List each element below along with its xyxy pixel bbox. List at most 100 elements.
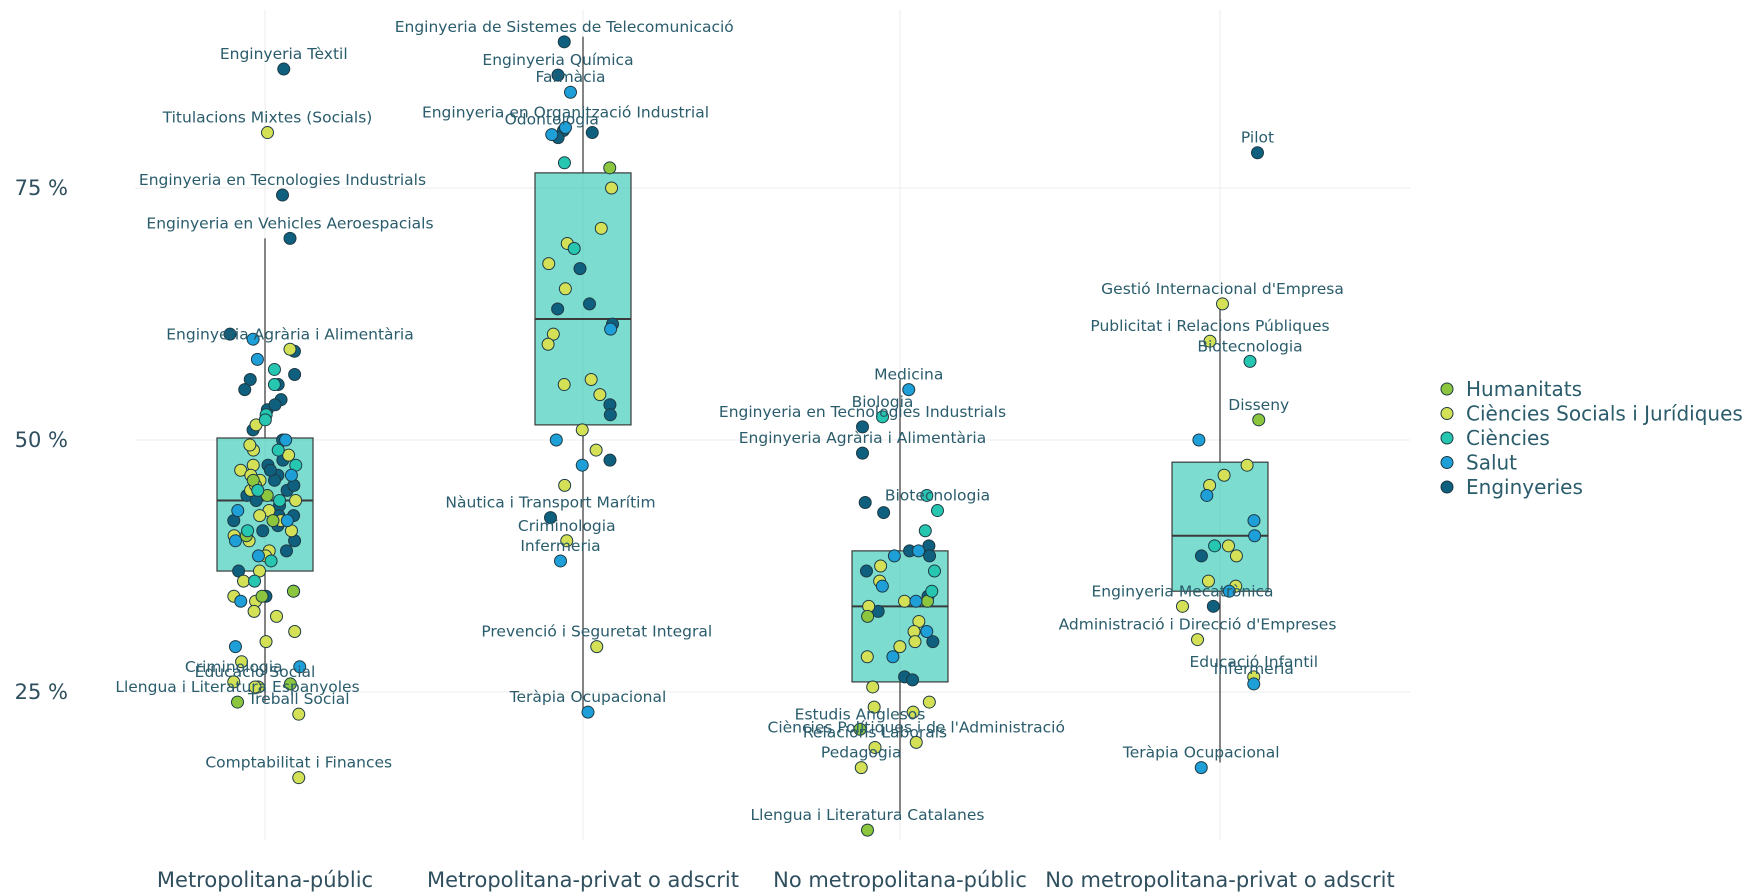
data-point (542, 257, 556, 271)
data-point (266, 514, 280, 528)
x-category-label: Metropolitana-privat o adscrit (427, 868, 739, 892)
data-point (234, 594, 248, 608)
data-point (575, 423, 589, 437)
point-label: Llengua i Literatura Catalanes (751, 806, 985, 824)
annotated-point (261, 126, 274, 140)
data-point (234, 463, 248, 477)
legend-label: Salut (1466, 451, 1517, 475)
data-point (859, 564, 873, 578)
data-point (238, 383, 252, 397)
point-label: Pilot (1241, 129, 1274, 147)
data-point (909, 594, 923, 608)
annotated-point (283, 231, 297, 245)
data-point (603, 408, 617, 422)
data-point (594, 221, 608, 235)
legend-label: Ciències (1466, 426, 1550, 450)
point-label: Titulacions Mixtes (Socials) (162, 109, 373, 127)
annotated-point (876, 410, 889, 424)
data-point (546, 327, 560, 341)
data-point (284, 468, 298, 482)
data-point (589, 443, 603, 457)
data-point (235, 655, 249, 669)
legend-swatch (1440, 431, 1454, 445)
point-label: Enginyeria Química (482, 51, 633, 69)
data-point (551, 302, 565, 316)
data-point (567, 241, 581, 255)
data-point (886, 650, 900, 664)
legend-label: Humanitats (1466, 377, 1582, 401)
legend-swatch (1440, 407, 1454, 420)
data-point (288, 625, 302, 639)
data-point (860, 650, 874, 664)
x-category-label: No metropolitana-públic (773, 868, 1027, 892)
data-point (583, 297, 597, 311)
annotated-point (283, 342, 297, 356)
data-point (267, 362, 281, 376)
data-point (273, 493, 287, 507)
data-point (573, 262, 587, 276)
data-point (1248, 529, 1262, 543)
data-point (253, 509, 267, 523)
data-point (922, 695, 936, 709)
annotated-point (868, 740, 882, 754)
data-point (861, 609, 875, 623)
legend-label: Enginyeries (1466, 475, 1583, 499)
annotated-point (1194, 761, 1208, 775)
annotated-point (551, 68, 565, 82)
point-label: Biotecnologia (1197, 337, 1302, 355)
data-point (1240, 458, 1254, 472)
data-point (1208, 539, 1222, 553)
annotated-point (1216, 297, 1229, 311)
grid-layer (135, 10, 1410, 840)
point-label: Enginyeria Mecatrònica (1091, 582, 1273, 600)
annotated-point (1243, 354, 1257, 368)
data-point (541, 337, 555, 351)
data-point (243, 438, 257, 452)
data-point (557, 156, 571, 170)
annotated-point (856, 420, 869, 434)
data-point (1229, 549, 1243, 563)
data-point (593, 388, 607, 402)
point-label: Gestió Internacional d'Empresa (1101, 280, 1344, 298)
point-label: Nàutica i Transport Marítim (445, 494, 655, 512)
data-point (858, 495, 872, 509)
data-point (237, 574, 251, 588)
annotated-point (276, 188, 289, 202)
data-point (603, 453, 617, 467)
annotated-point (853, 722, 867, 736)
point-label: Enginyeria Tèxtil (220, 45, 348, 63)
annotated-point (1176, 599, 1189, 613)
point-label: Infermeria (1214, 660, 1294, 678)
data-point (912, 544, 926, 558)
data-point (288, 367, 302, 381)
data-point (1201, 574, 1215, 588)
point-layer (223, 124, 1262, 719)
point-label: Estudis Anglesos (795, 705, 926, 723)
data-point (923, 549, 937, 563)
data-point (282, 448, 296, 462)
point-label: Criminologia (185, 658, 283, 676)
data-point (228, 640, 242, 654)
data-point (874, 559, 888, 573)
x-category-label: Metropolitana-públic (157, 868, 373, 892)
annotated-point (861, 823, 874, 837)
data-point (267, 378, 281, 392)
data-point (906, 673, 920, 687)
data-point (925, 584, 939, 598)
legend-swatch (1440, 480, 1454, 494)
annotated-point (1251, 146, 1264, 160)
annotated-point (581, 705, 595, 719)
data-point (906, 705, 920, 719)
data-point (259, 635, 273, 649)
point-label: Farmàcia (535, 68, 605, 86)
annotated-point (544, 511, 557, 525)
point-label: Teràpia Ocupacional (509, 688, 667, 706)
data-point (1192, 433, 1206, 447)
y-tick-label: 25 % (15, 680, 68, 704)
point-label: Biotecnologia (885, 487, 990, 505)
legend-swatch (1440, 382, 1454, 396)
data-point (920, 625, 934, 639)
point-label: Enginyeria en Vehicles Aeroespacials (146, 214, 433, 232)
point-label: Pedagogia (821, 744, 902, 762)
